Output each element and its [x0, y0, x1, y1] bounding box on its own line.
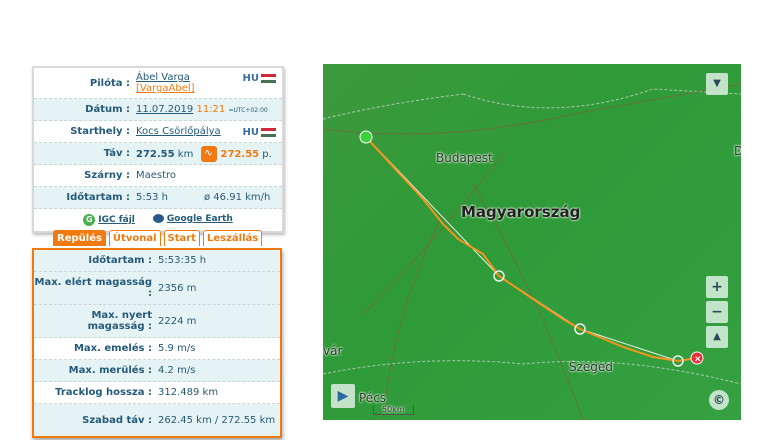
- tab-route[interactable]: Útvonal: [108, 230, 161, 246]
- launch-row: Starthely : Kocs Csörlőpálya HU: [34, 121, 282, 143]
- stat-row: Szabad táv : 262.45 km / 272.55 km: [34, 404, 280, 436]
- date-link[interactable]: 11.07.2019: [136, 104, 194, 115]
- flight-type-icon: ∿: [200, 145, 217, 162]
- turnpoint-marker: [574, 323, 586, 335]
- duration-label: Időtartam :: [66, 192, 130, 203]
- stat-label: Max. nyert magasság :: [87, 310, 152, 332]
- stat-row: Időtartam : 5:53:35 h: [34, 250, 280, 272]
- stat-row: Max. merülés : 4.2 m/s: [34, 360, 280, 382]
- google-earth-icon: [152, 214, 164, 223]
- stat-label: Tracklog hossza :: [55, 387, 152, 398]
- distance-unit: km: [177, 148, 194, 160]
- date-label: Dátum :: [85, 104, 130, 115]
- wing-value: Maestro: [136, 170, 177, 181]
- stat-row: Tracklog hossza : 312.489 km: [34, 382, 280, 404]
- igc-icon: G: [83, 214, 96, 226]
- copyright-icon[interactable]: ©: [709, 390, 729, 410]
- straight-route-line: [365, 136, 698, 362]
- tab-landing[interactable]: Leszállás: [202, 230, 263, 246]
- turnpoint-marker: [493, 270, 505, 282]
- distance-value: 272.55: [136, 148, 175, 160]
- map-label-d: D: [734, 144, 741, 158]
- map-layer-dropdown[interactable]: ▼: [706, 73, 728, 95]
- zoom-in-button[interactable]: +: [706, 276, 728, 298]
- duration-value: 5:53 h: [136, 192, 168, 203]
- stat-value: 312.489 km: [158, 387, 219, 398]
- distance-row: Táv : 272.55 km ∿ 272.55 p.: [34, 143, 282, 165]
- stat-label: Max. emelés :: [73, 343, 152, 354]
- map-label-szeged: Szeged: [569, 360, 613, 374]
- map-overlay: ×: [323, 83, 741, 420]
- pilot-row: Pilóta : Ábel Varga [VargaAbel] HU: [34, 68, 282, 99]
- stat-value: 5:53:35 h: [158, 255, 207, 266]
- wing-label: Szárny :: [84, 170, 130, 181]
- map-label-budapest: Budapest: [436, 151, 493, 165]
- stat-label: Szabad táv :: [82, 414, 152, 426]
- pilot-name-link[interactable]: Ábel Varga: [136, 72, 190, 83]
- stat-label: Max. merülés :: [68, 365, 152, 376]
- stat-value: 4.2 m/s: [158, 365, 196, 376]
- stat-value: 262.45 km / 272.55 km: [158, 414, 276, 426]
- stat-value: 2356 m: [158, 282, 197, 294]
- igc-file-link[interactable]: IGC fájl: [98, 215, 135, 225]
- stat-row: Max. nyert magasság : 2224 m: [34, 305, 280, 338]
- pilot-username-link[interactable]: [VargaAbel]: [136, 83, 195, 94]
- score-unit: p.: [262, 148, 272, 160]
- stat-row: Max. emelés : 5.9 m/s: [34, 338, 280, 360]
- flight-map[interactable]: × Budapest Magyarország Szeged Pécs vár …: [323, 64, 741, 420]
- pilot-label: Pilóta :: [89, 77, 130, 89]
- hungary-flag-icon: [261, 127, 276, 137]
- launch-country: HU: [242, 127, 260, 138]
- stat-label: Max. elért magasság :: [34, 277, 153, 299]
- start-marker-icon: [359, 130, 373, 144]
- launch-link[interactable]: Kocs Csörlőpálya: [136, 126, 221, 137]
- hungary-flag-icon: [261, 73, 276, 83]
- date-row: Dátum : 11.07.2019 11:21 =UTC+02:00: [34, 99, 282, 121]
- tab-bar: Repülés Útvonal Start Leszállás: [53, 230, 263, 246]
- tab-start[interactable]: Start: [163, 230, 200, 246]
- time: 11:21: [196, 104, 226, 115]
- tab-flight[interactable]: Repülés: [53, 230, 106, 246]
- download-links: G IGC fájl Google Earth: [34, 209, 282, 231]
- average-speed: ø 46.91 km/h: [204, 192, 271, 203]
- pilot-country: HU: [242, 73, 260, 84]
- turnpoint-marker: [672, 355, 684, 367]
- stat-label: Időtartam :: [88, 255, 152, 266]
- flight-stats-panel: Időtartam : 5:53:35 h Max. elért magasság…: [32, 248, 282, 438]
- map-label-pecs: Pécs: [359, 391, 387, 405]
- stat-row: Max. elért magasság : 2356 m: [34, 272, 280, 305]
- wing-row: Szárny : Maestro: [34, 165, 282, 187]
- map-label-var: vár: [323, 344, 343, 358]
- flight-track-line: [365, 136, 698, 363]
- stat-value: 2224 m: [158, 315, 197, 327]
- flight-info-panel: Pilóta : Ábel Varga [VargaAbel] HU Dátum …: [32, 66, 284, 233]
- duration-row: Időtartam : 5:53 h ø 46.91 km/h: [34, 187, 282, 209]
- utc-offset: =UTC+02:00: [228, 107, 268, 114]
- play-button[interactable]: ▶: [331, 384, 355, 408]
- reset-north-button[interactable]: ▲: [706, 326, 728, 348]
- end-x-icon: ×: [694, 355, 702, 365]
- zoom-out-button[interactable]: −: [706, 301, 728, 323]
- google-earth-link[interactable]: Google Earth: [166, 214, 233, 224]
- launch-label: Starthely :: [70, 126, 130, 137]
- map-scale: 50km: [373, 405, 414, 415]
- end-marker-icon: [690, 351, 704, 365]
- distance-label: Táv :: [103, 148, 130, 159]
- map-label-country: Magyarország: [461, 203, 581, 221]
- stat-value: 5.9 m/s: [158, 343, 196, 354]
- score-value: 272.55: [220, 148, 260, 160]
